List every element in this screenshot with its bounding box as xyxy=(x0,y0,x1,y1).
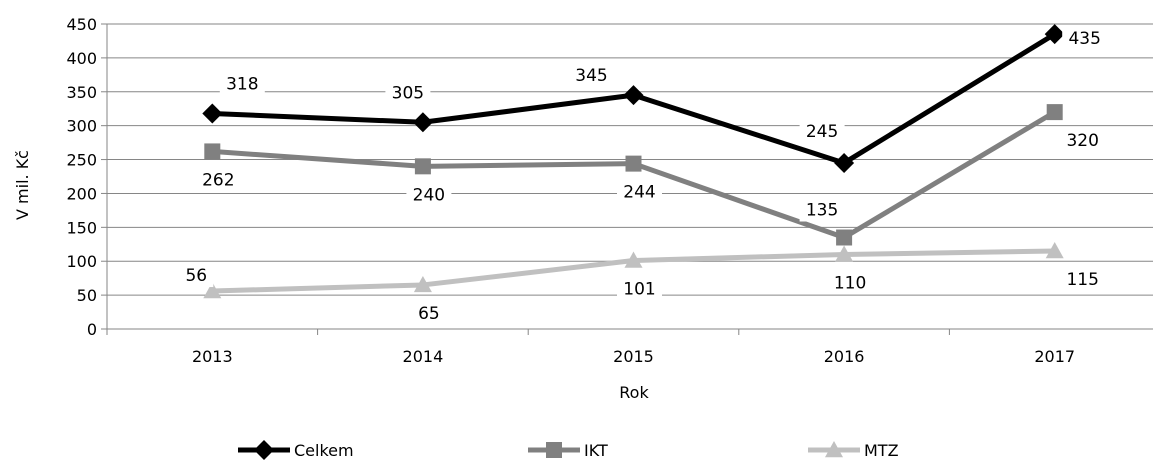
legend-item-celkem: Celkem xyxy=(238,440,354,460)
data-label: 262 xyxy=(202,170,234,190)
data-point xyxy=(1046,104,1063,121)
y-tick-label: 200 xyxy=(66,184,97,203)
data-point xyxy=(624,251,643,268)
data-point xyxy=(204,143,221,160)
legend-marker xyxy=(546,442,562,458)
y-tick-label: 350 xyxy=(66,83,97,102)
data-label: 110 xyxy=(834,273,866,293)
series-layer xyxy=(202,24,1065,299)
axes: 0 50 100 150 200 250 300 350 400 450 2013 2014 2015 2… xyxy=(66,15,1153,366)
data-point xyxy=(623,85,644,106)
data-label-bg xyxy=(411,302,446,325)
data-label-bg xyxy=(1062,28,1108,51)
data-label-bg xyxy=(406,184,452,207)
data-label: 318 xyxy=(226,74,258,94)
data-point xyxy=(414,158,431,175)
series-celkem xyxy=(202,24,1065,173)
data-label-bg xyxy=(799,120,845,143)
y-tick-label: 50 xyxy=(77,286,97,305)
legend: Celkem IKT MTZ xyxy=(238,440,899,460)
x-tick-label: 2016 xyxy=(824,347,865,366)
data-label: 65 xyxy=(418,304,440,324)
data-label: 240 xyxy=(413,185,445,205)
legend-label: Celkem xyxy=(294,441,354,460)
y-tick-label: 0 xyxy=(87,320,97,339)
data-point xyxy=(625,155,642,172)
x-axis-title: Rok xyxy=(619,383,649,402)
y-tick-label: 100 xyxy=(66,252,97,271)
data-labels: 318 305 345 245 435 262 240 244 135 320 56 65 101 110… xyxy=(179,28,1108,325)
x-tick-label: 2015 xyxy=(613,347,654,366)
data-point xyxy=(412,112,433,133)
data-label-bg xyxy=(569,65,614,88)
data-label-bg xyxy=(617,181,662,204)
y-axis-title: V mil. Kč xyxy=(13,150,32,220)
data-label: 135 xyxy=(806,201,838,221)
data-label-bg xyxy=(195,169,241,192)
legend-item-mtz: MTZ xyxy=(808,441,899,460)
x-tick-label: 2013 xyxy=(192,347,233,366)
data-label: 320 xyxy=(1066,131,1098,151)
series-line xyxy=(212,109,1056,240)
data-label-bg xyxy=(799,199,845,222)
y-tick-label: 450 xyxy=(66,15,97,34)
data-label: 244 xyxy=(623,183,655,203)
x-tick-label: 2017 xyxy=(1034,347,1075,366)
data-label-bg xyxy=(827,272,873,295)
legend-marker xyxy=(254,440,274,460)
data-point xyxy=(202,103,223,124)
y-tick-label: 250 xyxy=(66,151,97,170)
data-point xyxy=(1045,242,1064,259)
data-label-bg xyxy=(1060,130,1106,153)
series-ikt xyxy=(204,104,1063,246)
data-label: 115 xyxy=(1066,270,1098,290)
data-point xyxy=(413,275,432,293)
data-label-bg xyxy=(1060,269,1106,292)
data-label: 245 xyxy=(806,122,838,142)
data-label: 56 xyxy=(185,266,207,286)
data-point xyxy=(834,152,855,173)
legend-item-ikt: IKT xyxy=(528,441,608,460)
data-label: 305 xyxy=(392,83,424,103)
data-label-bg xyxy=(179,265,214,288)
data-point xyxy=(835,245,854,262)
data-point xyxy=(1044,24,1065,45)
data-label: 101 xyxy=(623,280,655,300)
legend-label: MTZ xyxy=(864,441,899,460)
legend-label: IKT xyxy=(584,441,608,460)
x-tick-label: 2014 xyxy=(403,347,444,366)
data-label: 435 xyxy=(1068,29,1100,49)
y-tick-label: 300 xyxy=(66,117,97,136)
series-mtz xyxy=(203,242,1064,299)
data-label: 345 xyxy=(575,66,607,86)
y-tick-label: 150 xyxy=(66,218,97,237)
data-point xyxy=(203,282,222,299)
data-point xyxy=(836,229,853,246)
data-label-bg xyxy=(219,73,265,96)
data-label-bg xyxy=(385,82,431,105)
data-label-bg xyxy=(617,278,662,301)
legend-marker xyxy=(825,441,843,458)
y-tick-label: 400 xyxy=(66,49,97,68)
